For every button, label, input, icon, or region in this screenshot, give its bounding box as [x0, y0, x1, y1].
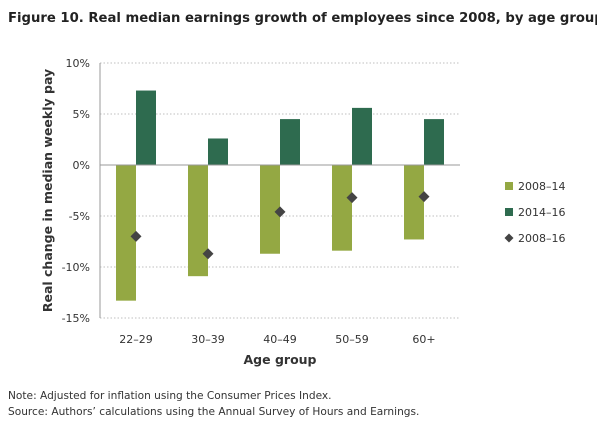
bar-2008-14-4: [404, 165, 424, 240]
chart-notes: Note: Adjusted for inflation using the C…: [8, 388, 419, 420]
y-tick-label: -5%: [69, 210, 90, 223]
y-tick-label: 5%: [73, 108, 90, 121]
x-axis-title: Age group: [244, 352, 317, 367]
legend-swatch: [505, 208, 513, 216]
bar-2008-14-2: [260, 165, 280, 254]
x-tick-label: 50–59: [335, 333, 369, 346]
y-tick-label: 0%: [73, 159, 90, 172]
marker-2008-16-2: [274, 206, 286, 218]
bar-chart: 10% 5% 0% -5% -10% -15% 22–29 30–39 40–49 50–59 60…: [40, 57, 566, 367]
bar-2008-14-1: [188, 165, 208, 277]
legend-label: 2008–16: [518, 232, 566, 245]
bar-2014-16-2: [280, 119, 300, 165]
y-axis-title: Real change in median weekly pay: [40, 69, 55, 312]
bar-2008-14-3: [332, 165, 352, 251]
y-tick-label: -10%: [62, 261, 90, 274]
bar-2014-16-3: [352, 107, 372, 165]
x-tick-label: 60+: [412, 333, 435, 346]
marker-2008-16-4: [418, 191, 430, 203]
marker-2008-16-1: [202, 248, 214, 260]
y-tick-label: -15%: [62, 312, 90, 325]
legend-label: 2014–16: [518, 206, 566, 219]
x-tick-label: 22–29: [119, 333, 153, 346]
legend-label: 2008–14: [518, 180, 566, 193]
chart-title: Figure 10. Real median earnings growth o…: [8, 11, 597, 26]
marker-2008-16-0: [130, 230, 142, 242]
marker-2008-16-3: [346, 192, 358, 204]
bar-2014-16-4: [424, 119, 444, 165]
source-line: Source: Authors’ calculations using the …: [8, 406, 420, 418]
legend-swatch: [504, 233, 514, 243]
x-tick-label: 40–49: [263, 333, 297, 346]
bar-2008-14-0: [116, 165, 136, 301]
bar-2014-16-1: [208, 138, 228, 165]
x-tick-label: 30–39: [191, 333, 225, 346]
y-tick-label: 10%: [66, 57, 90, 70]
note-line: Note: Adjusted for inflation using the C…: [8, 390, 332, 402]
bar-2014-16-0: [136, 90, 156, 165]
legend-swatch: [505, 182, 513, 190]
